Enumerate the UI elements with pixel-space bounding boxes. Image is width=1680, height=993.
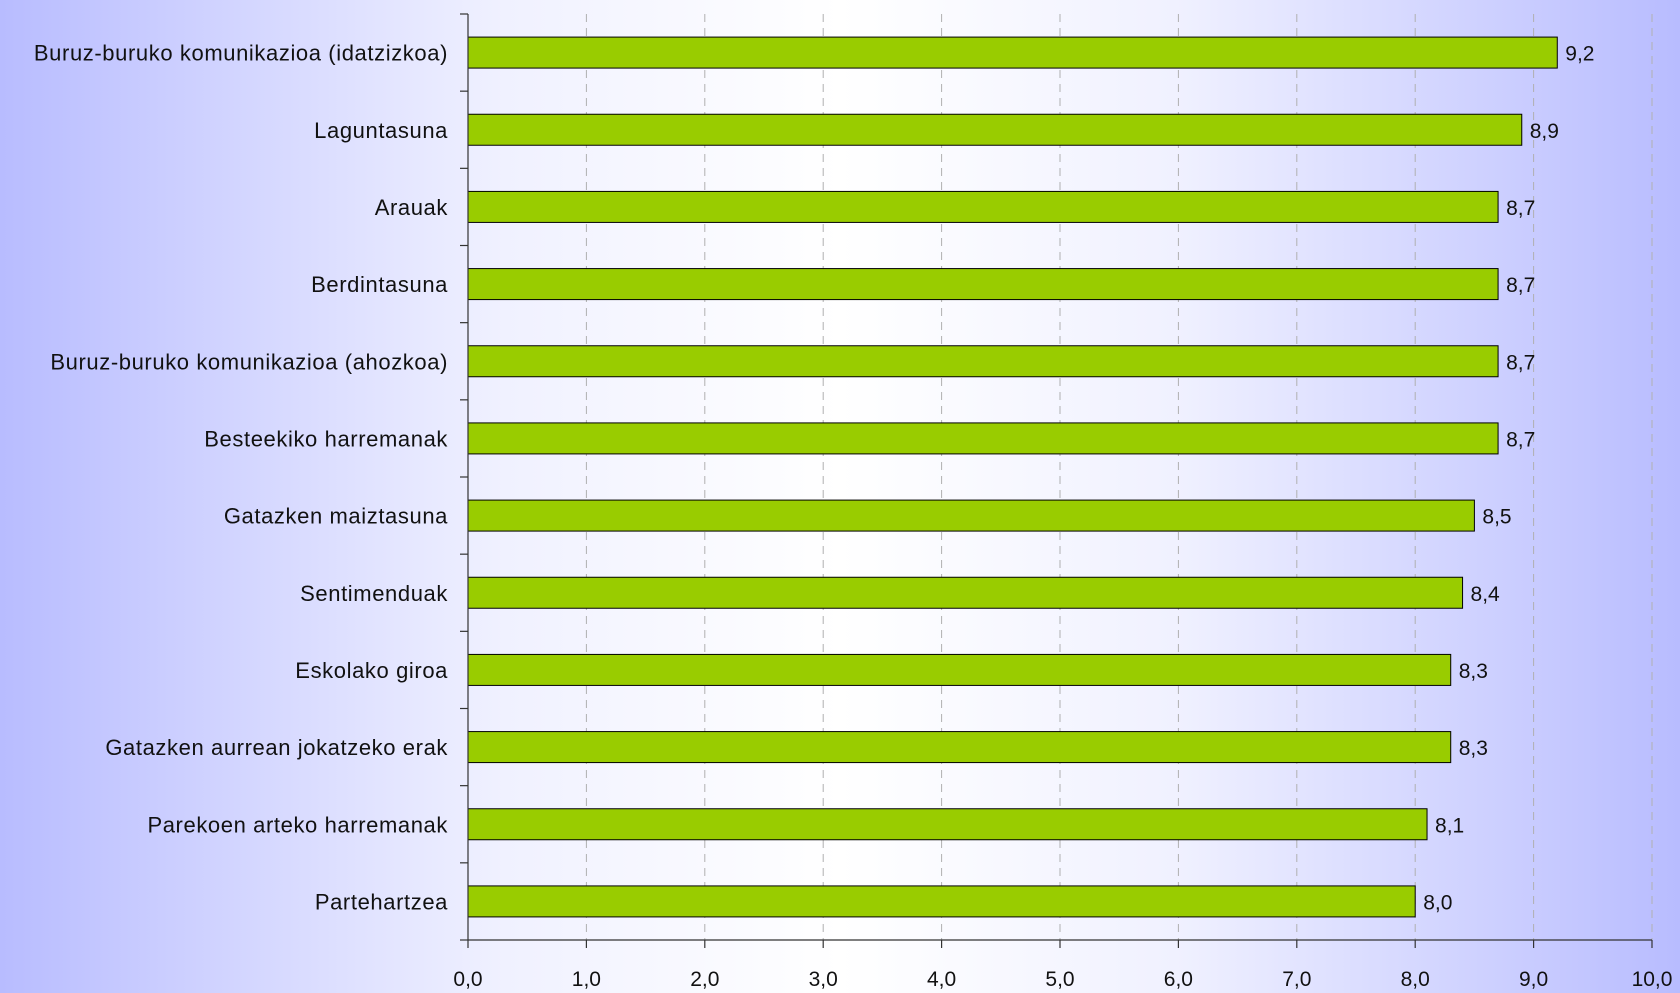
x-tick-label: 3,0 — [809, 968, 838, 991]
bars — [467, 36, 1558, 918]
x-tick-label: 4,0 — [927, 968, 956, 991]
bar — [467, 653, 1452, 686]
category-label: Besteekiko harremanak — [204, 426, 448, 451]
x-tick-label: 7,0 — [1282, 968, 1311, 991]
bar — [467, 808, 1428, 841]
x-tick-label: 6,0 — [1164, 968, 1193, 991]
x-tick-label: 10,0 — [1632, 968, 1673, 991]
category-label: Gatazken maiztasuna — [224, 504, 448, 529]
category-label: Buruz-buruko komunikazioa (idatzizkoa) — [34, 41, 448, 66]
category-label: Eskolako giroa — [295, 658, 448, 683]
data-label: 8,7 — [1506, 197, 1535, 220]
x-tick-label: 2,0 — [690, 968, 719, 991]
data-label: 8,7 — [1506, 274, 1535, 297]
axes — [460, 13, 1653, 948]
category-label: Gatazken aurrean jokatzeko erak — [105, 735, 448, 760]
category-label: Sentimenduak — [300, 581, 448, 606]
bar — [467, 36, 1558, 69]
bar — [467, 885, 1416, 918]
data-label: 8,7 — [1506, 428, 1535, 451]
bar — [467, 731, 1452, 764]
labels: Buruz-buruko komunikazioa (idatzizkoa) 9,… — [34, 41, 1673, 991]
x-tick-label: 1,0 — [572, 968, 601, 991]
data-label: 8,7 — [1506, 351, 1535, 374]
data-label: 8,4 — [1471, 583, 1501, 606]
data-label: 8,5 — [1482, 506, 1511, 529]
category-label: Parekoen arteko harremanak — [147, 812, 448, 837]
category-label: Buruz-buruko komunikazioa (ahozkoa) — [50, 349, 448, 374]
bar — [467, 422, 1499, 455]
category-label: Arauak — [375, 195, 449, 220]
gridlines — [585, 14, 1653, 940]
x-tick-label: 0,0 — [453, 968, 482, 991]
bar — [467, 268, 1499, 301]
x-tick-label: 8,0 — [1401, 968, 1430, 991]
category-label: Partehartzea — [315, 889, 448, 914]
data-label: 8,3 — [1459, 660, 1488, 683]
category-label: Laguntasuna — [314, 118, 448, 143]
bar — [467, 499, 1475, 532]
x-tick-label: 5,0 — [1045, 968, 1074, 991]
data-label: 8,0 — [1423, 891, 1452, 914]
x-tick-label: 9,0 — [1519, 968, 1548, 991]
data-label: 9,2 — [1565, 43, 1594, 66]
bar — [467, 190, 1499, 223]
data-label: 8,9 — [1530, 120, 1559, 143]
data-label: 8,3 — [1459, 737, 1488, 760]
bar — [467, 345, 1499, 378]
data-label: 8,1 — [1435, 814, 1464, 837]
bar — [467, 576, 1464, 609]
bar — [467, 113, 1523, 146]
category-label: Berdintasuna — [311, 272, 448, 297]
